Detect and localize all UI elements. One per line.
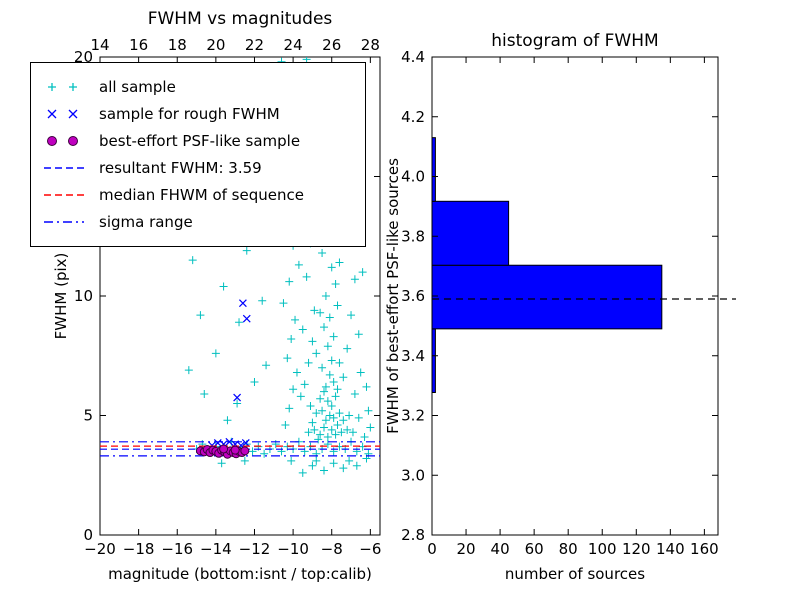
legend-label-all-sample: all sample <box>99 78 176 96</box>
svg-text:140: 140 <box>656 540 685 558</box>
histogram-bars <box>431 137 663 393</box>
dashed-line-icon <box>44 194 84 196</box>
right-plot-ylabel: FWHM of best-effort PSF-like sources <box>384 158 402 434</box>
left-plot-title: FWHM vs magnitudes <box>147 9 333 29</box>
legend: all sample sample for rough FWHM best-ef… <box>30 62 366 247</box>
legend-label-rough-fwhm: sample for rough FWHM <box>99 105 280 123</box>
legend-entry-all-sample: all sample <box>41 75 355 99</box>
svg-text:80: 80 <box>559 540 578 558</box>
svg-text:0: 0 <box>83 526 93 544</box>
svg-text:14: 14 <box>90 36 109 54</box>
svg-text:24: 24 <box>284 36 303 54</box>
dashdot-line-icon <box>44 221 84 223</box>
legend-entry-sigma-range: sigma range <box>41 210 355 234</box>
svg-text:−8: −8 <box>321 540 343 558</box>
svg-text:10: 10 <box>74 287 93 305</box>
svg-text:3.8: 3.8 <box>401 227 425 245</box>
svg-text:120: 120 <box>622 540 651 558</box>
histogram-bar <box>431 200 510 266</box>
svg-text:3.2: 3.2 <box>401 407 425 425</box>
histogram-bar <box>431 264 663 330</box>
svg-text:18: 18 <box>168 36 187 54</box>
legend-label-psf-sample: best-effort PSF-like sample <box>99 132 301 150</box>
circle-marker-icon <box>47 136 78 146</box>
svg-text:20: 20 <box>457 540 476 558</box>
svg-text:3.4: 3.4 <box>401 347 425 365</box>
right-plot-xlabel: number of sources <box>504 565 646 583</box>
svg-text:16: 16 <box>129 36 148 54</box>
legend-entry-resultant-fwhm: resultant FWHM: 3.59 <box>41 156 355 180</box>
svg-text:−6: −6 <box>359 540 381 558</box>
histogram-bar <box>431 328 436 393</box>
svg-text:−18: −18 <box>123 540 155 558</box>
svg-text:−10: −10 <box>277 540 309 558</box>
svg-text:5: 5 <box>83 407 93 425</box>
svg-text:28: 28 <box>361 36 380 54</box>
svg-text:26: 26 <box>322 36 341 54</box>
svg-text:4.0: 4.0 <box>401 168 425 186</box>
svg-text:−12: −12 <box>239 540 271 558</box>
svg-text:4.4: 4.4 <box>401 48 425 66</box>
svg-text:40: 40 <box>491 540 510 558</box>
svg-text:4.2: 4.2 <box>401 108 425 126</box>
svg-text:0: 0 <box>427 540 437 558</box>
legend-label-median-fwhm: median FHWM of sequence <box>99 186 304 204</box>
svg-text:3.6: 3.6 <box>401 287 425 305</box>
svg-text:160: 160 <box>690 540 719 558</box>
svg-text:3.0: 3.0 <box>401 466 425 484</box>
svg-text:2.8: 2.8 <box>401 526 425 544</box>
histogram-bar <box>431 137 436 202</box>
dashed-line-icon <box>44 167 84 169</box>
svg-text:−20: −20 <box>84 540 116 558</box>
best-effort-psf-like-sample-points <box>195 444 250 459</box>
right-plot-title: histogram of FWHM <box>491 31 659 51</box>
svg-text:20: 20 <box>74 48 93 66</box>
svg-text:20: 20 <box>206 36 225 54</box>
legend-entry-median-fwhm: median FHWM of sequence <box>41 183 355 207</box>
svg-text:22: 22 <box>245 36 264 54</box>
svg-text:−16: −16 <box>161 540 193 558</box>
legend-label-sigma-range: sigma range <box>99 213 193 231</box>
legend-label-resultant-fwhm: resultant FWHM: 3.59 <box>99 159 262 177</box>
x-marker-icon <box>47 109 78 119</box>
svg-text:−14: −14 <box>200 540 232 558</box>
legend-entry-psf-sample: best-effort PSF-like sample <box>41 129 355 153</box>
left-plot-xlabel: magnitude (bottom:isnt / top:calib) <box>108 565 372 583</box>
svg-text:100: 100 <box>588 540 617 558</box>
plus-marker-icon <box>48 83 77 91</box>
legend-entry-rough-fwhm: sample for rough FWHM <box>41 102 355 126</box>
svg-text:60: 60 <box>525 540 544 558</box>
